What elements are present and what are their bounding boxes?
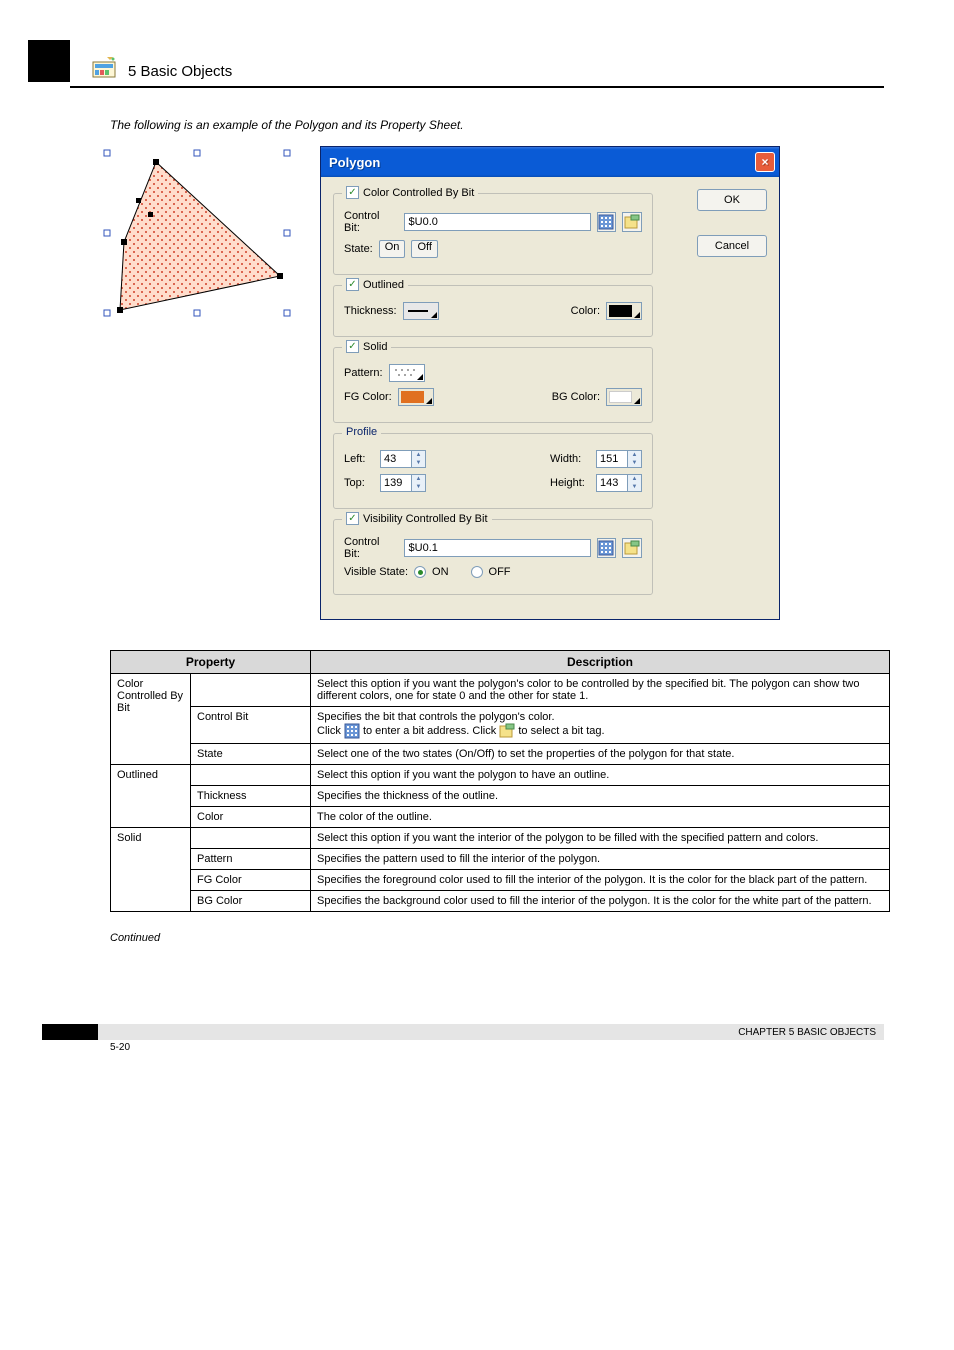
table-header-property: Property (111, 651, 311, 674)
prop-name (191, 765, 311, 786)
profile-legend: Profile (346, 426, 377, 438)
header-icon (92, 56, 116, 78)
pattern-selector[interactable] (389, 364, 425, 382)
color-by-bit-checkbox[interactable]: ✓ (346, 186, 359, 199)
state-off-button[interactable]: Off (411, 240, 437, 258)
prop-name: Color (191, 807, 311, 828)
prop-desc: Select this option if you want the polyg… (311, 674, 890, 707)
chapter-title: 5 Basic Objects (128, 63, 232, 80)
dialog-titlebar[interactable]: Polygon × (321, 147, 779, 177)
vis-by-bit-checkbox[interactable]: ✓ (346, 512, 359, 525)
table-row: BG ColorSpecifies the background color u… (111, 891, 890, 912)
left-spinner[interactable]: 43 ▲▼ (380, 450, 426, 468)
prop-name: Control Bit (191, 707, 311, 744)
bg-color-label: BG Color: (552, 391, 600, 403)
dialog-title: Polygon (329, 155, 380, 170)
properties-table: Property Description Color Controlled By… (110, 650, 890, 912)
table-row: FG ColorSpecifies the foreground color u… (111, 870, 890, 891)
height-label: Height: (550, 477, 590, 489)
footer-copyright: CHAPTER 5 BASIC OBJECTS (738, 1027, 876, 1038)
thickness-selector[interactable] (403, 302, 439, 320)
bg-color-selector[interactable] (606, 388, 642, 406)
prop-desc: Select this option if you want the inter… (311, 828, 890, 849)
cancel-button[interactable]: Cancel (697, 235, 767, 257)
tag-icon[interactable] (622, 212, 642, 232)
state-label: State: (344, 243, 373, 255)
left-label: Left: (344, 453, 374, 465)
prop-desc: Specifies the pattern used to fill the i… (311, 849, 890, 870)
table-row: ThicknessSpecifies the thickness of the … (111, 786, 890, 807)
solid-checkbox[interactable]: ✓ (346, 340, 359, 353)
width-spinner[interactable]: 151 ▲▼ (596, 450, 642, 468)
outlined-checkbox[interactable]: ✓ (346, 278, 359, 291)
vis-by-bit-legend: Visibility Controlled By Bit (363, 513, 488, 525)
control-bit-label: Control Bit: (344, 210, 398, 234)
outlined-legend: Outlined (363, 279, 404, 291)
prop-desc: Specifies the foreground color used to f… (311, 870, 890, 891)
width-label: Width: (550, 453, 590, 465)
prop-name: FG Color (191, 870, 311, 891)
prop-desc: Select one of the two states (On/Off) to… (311, 744, 890, 765)
prop-desc: Specifies the thickness of the outline. (311, 786, 890, 807)
table-row: SolidSelect this option if you want the … (111, 828, 890, 849)
prop-group: Solid (111, 828, 191, 912)
prop-group: Color Controlled By Bit (111, 674, 191, 765)
pattern-label: Pattern: (344, 367, 383, 379)
caption: The following is an example of the Polyg… (110, 118, 884, 132)
control-bit-input[interactable]: $U0.0 (404, 213, 591, 231)
table-header-description: Description (311, 651, 890, 674)
solid-legend: Solid (363, 341, 387, 353)
close-icon[interactable]: × (755, 152, 775, 172)
table-row: StateSelect one of the two states (On/Of… (111, 744, 890, 765)
state-on-button[interactable]: On (379, 240, 406, 258)
vis-off-label: OFF (489, 566, 511, 578)
table-row: ColorThe color of the outline. (111, 807, 890, 828)
vis-control-bit-input[interactable]: $U0.1 (404, 539, 591, 557)
top-spinner[interactable]: 139 ▲▼ (380, 474, 426, 492)
keypad-icon[interactable] (597, 538, 617, 558)
table-row: PatternSpecifies the pattern used to fil… (111, 849, 890, 870)
prop-name: Thickness (191, 786, 311, 807)
vis-on-radio[interactable] (414, 566, 426, 578)
footer-black-box (42, 1024, 98, 1040)
prop-group: Outlined (111, 765, 191, 828)
prop-desc: Specifies the background color used to f… (311, 891, 890, 912)
outline-color-selector[interactable] (606, 302, 642, 320)
thickness-label: Thickness: (344, 305, 397, 317)
page-number: 5-20 (110, 1042, 884, 1053)
fg-color-label: FG Color: (344, 391, 392, 403)
color-by-bit-label: Color Controlled By Bit (363, 187, 474, 199)
color-label: Color: (571, 305, 600, 317)
prop-desc: Specifies the bit that controls the poly… (311, 707, 890, 744)
prop-desc: The color of the outline. (311, 807, 890, 828)
continued-label: Continued (110, 932, 884, 944)
top-label: Top: (344, 477, 374, 489)
prop-name: BG Color (191, 891, 311, 912)
tag-icon[interactable] (622, 538, 642, 558)
vis-control-bit-label: Control Bit: (344, 536, 398, 560)
ok-button[interactable]: OK (697, 189, 767, 211)
prop-name: Pattern (191, 849, 311, 870)
vis-off-radio[interactable] (471, 566, 483, 578)
footer-bar: CHAPTER 5 BASIC OBJECTS (98, 1024, 884, 1040)
polygon-preview (100, 146, 300, 346)
height-spinner[interactable]: 143 ▲▼ (596, 474, 642, 492)
prop-name (191, 828, 311, 849)
prop-desc: Select this option if you want the polyg… (311, 765, 890, 786)
table-row: Control BitSpecifies the bit that contro… (111, 707, 890, 744)
table-row: OutlinedSelect this option if you want t… (111, 765, 890, 786)
table-row: Color Controlled By BitSelect this optio… (111, 674, 890, 707)
vis-state-label: Visible State: (344, 566, 408, 578)
fg-color-selector[interactable] (398, 388, 434, 406)
prop-name: State (191, 744, 311, 765)
prop-name (191, 674, 311, 707)
keypad-icon[interactable] (597, 212, 617, 232)
vis-on-label: ON (432, 566, 449, 578)
header-black-box (28, 40, 70, 82)
polygon-dialog: Polygon × OK Cancel ✓ Color Controlled B… (320, 146, 780, 620)
